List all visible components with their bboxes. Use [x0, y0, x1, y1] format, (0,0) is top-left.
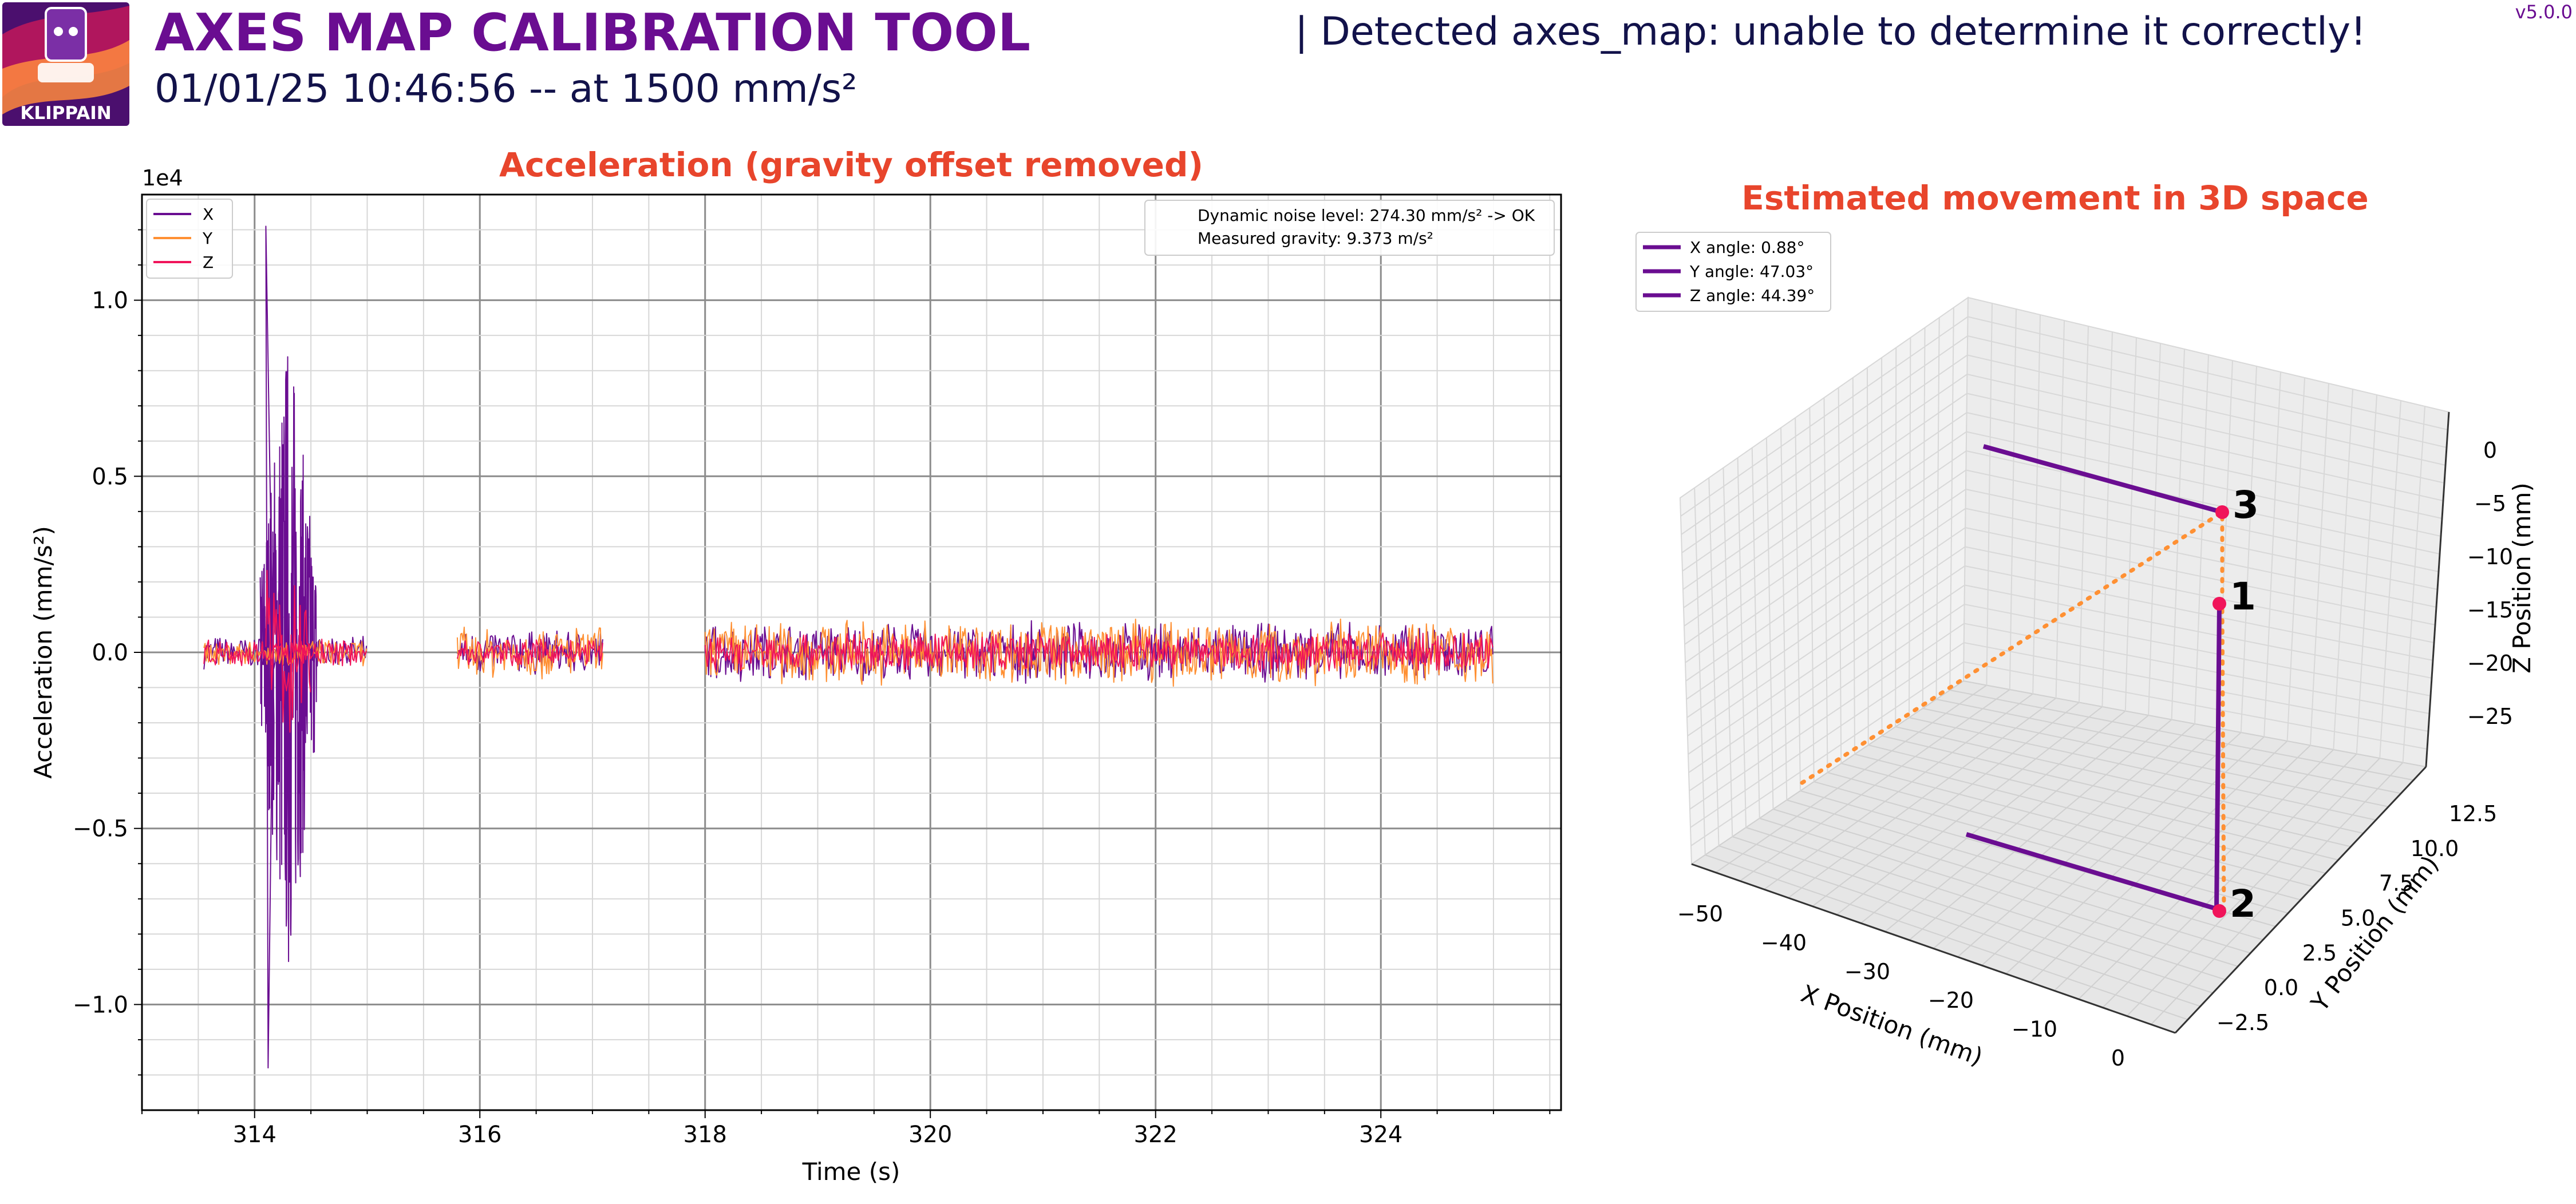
chart2-z-tick-label: −10: [2467, 544, 2513, 569]
legend-x-angle: X angle: 0.88°: [1690, 238, 1804, 257]
chart1-x-axis-label: Time (s): [802, 1158, 900, 1186]
chart2-x-tick-label: 0: [2111, 1045, 2125, 1071]
klippain-logo: KLIPPAIN: [2, 2, 129, 126]
chart1-x-tick-label: 314: [233, 1122, 276, 1148]
chart2-x-tick-label: −20: [1928, 988, 1974, 1013]
chart1-x-tick-label: 324: [1359, 1122, 1402, 1148]
page-title: AXES MAP CALIBRATION TOOL: [155, 3, 1030, 63]
chart1-x-tick-label: 320: [908, 1122, 952, 1148]
chart2-y-tick-label: 2.5: [2302, 940, 2337, 965]
chart2-y-tick-label: 12.5: [2449, 801, 2498, 826]
movement-3d-chart: Estimated movement in 3D space X angle: …: [1636, 179, 2536, 1071]
chart1-x-tick-label: 322: [1134, 1122, 1178, 1148]
chart2-z-axis-label: Z Position (mm): [2508, 482, 2536, 674]
noise-level-annotation: Dynamic noise level: 274.30 mm/s² -> OK: [1198, 206, 1535, 225]
axes-map-detection: | Detected axes_map: unable to determine…: [1295, 9, 2366, 54]
chart2-y-tick-label: 0.0: [2264, 975, 2298, 1000]
chart2-x-tick-label: −30: [1844, 959, 1890, 984]
chart1-y-tick-label: 0.0: [92, 640, 128, 666]
movement-point-label-2: 2: [2230, 882, 2256, 926]
legend-y-label: Y: [202, 229, 213, 248]
legend-z-angle: Z angle: 44.39°: [1690, 286, 1815, 305]
logo-text: KLIPPAIN: [20, 103, 111, 124]
movement-point-label-1: 1: [2230, 575, 2256, 619]
page-subtitle: 01/01/25 10:46:56 -- at 1500 mm/s²: [155, 66, 857, 112]
chart1-y-tick-label: 0.5: [92, 464, 128, 490]
legend-x-label: X: [203, 205, 214, 224]
chart2-x-tick-label: −50: [1677, 901, 1723, 926]
chart1-annotation-box: Dynamic noise level: 274.30 mm/s² -> OK …: [1145, 200, 1554, 255]
movement-point-3: [2215, 505, 2229, 519]
chart2-z-tick-label: −25: [2467, 704, 2513, 729]
movement-point-1: [2212, 597, 2226, 611]
chart2-legend: X angle: 0.88° Y angle: 47.03° Z angle: …: [1636, 232, 1831, 311]
chart1-y-tick-label: −1.0: [73, 992, 128, 1018]
chart2-title: Estimated movement in 3D space: [1741, 179, 2368, 217]
chart1-y-scale-label: 1e4: [142, 165, 183, 191]
chart2-z-tick-label: −5: [2474, 491, 2506, 516]
chart1-legend: X Y Z: [147, 199, 232, 278]
movement-path-z: [2217, 604, 2219, 911]
chart2-x-tick-label: −10: [2012, 1017, 2057, 1042]
legend-y-angle: Y angle: 47.03°: [1689, 262, 1814, 281]
chart1-y-axis-label: Acceleration (mm/s²): [29, 526, 57, 779]
chart2-y-tick-label: −2.5: [2217, 1010, 2269, 1035]
chart1-title: Acceleration (gravity offset removed): [499, 145, 1203, 184]
chart2-z-tick-label: 0: [2483, 438, 2497, 463]
chart2-y-axis-label: Y Position (mm): [2305, 850, 2444, 1017]
version-label: v5.0.0: [2515, 1, 2573, 23]
movement-point-2: [2212, 904, 2226, 918]
gravity-annotation: Measured gravity: 9.373 m/s²: [1198, 229, 1433, 248]
chart1-y-tick-label: 1.0: [92, 288, 128, 314]
legend-z-label: Z: [203, 253, 214, 272]
movement-point-label-3: 3: [2233, 483, 2259, 527]
chart1-x-tick-label: 318: [683, 1122, 727, 1148]
chart2-z-tick-label: −20: [2467, 651, 2513, 676]
chart1-x-tick-label: 316: [458, 1122, 501, 1148]
chart2-z-tick-label: −15: [2467, 597, 2513, 623]
chart1-y-tick-label: −0.5: [73, 816, 128, 842]
chart2-x-tick-label: −40: [1761, 930, 1807, 955]
acceleration-chart: Acceleration (gravity offset removed) 31…: [29, 145, 1561, 1186]
